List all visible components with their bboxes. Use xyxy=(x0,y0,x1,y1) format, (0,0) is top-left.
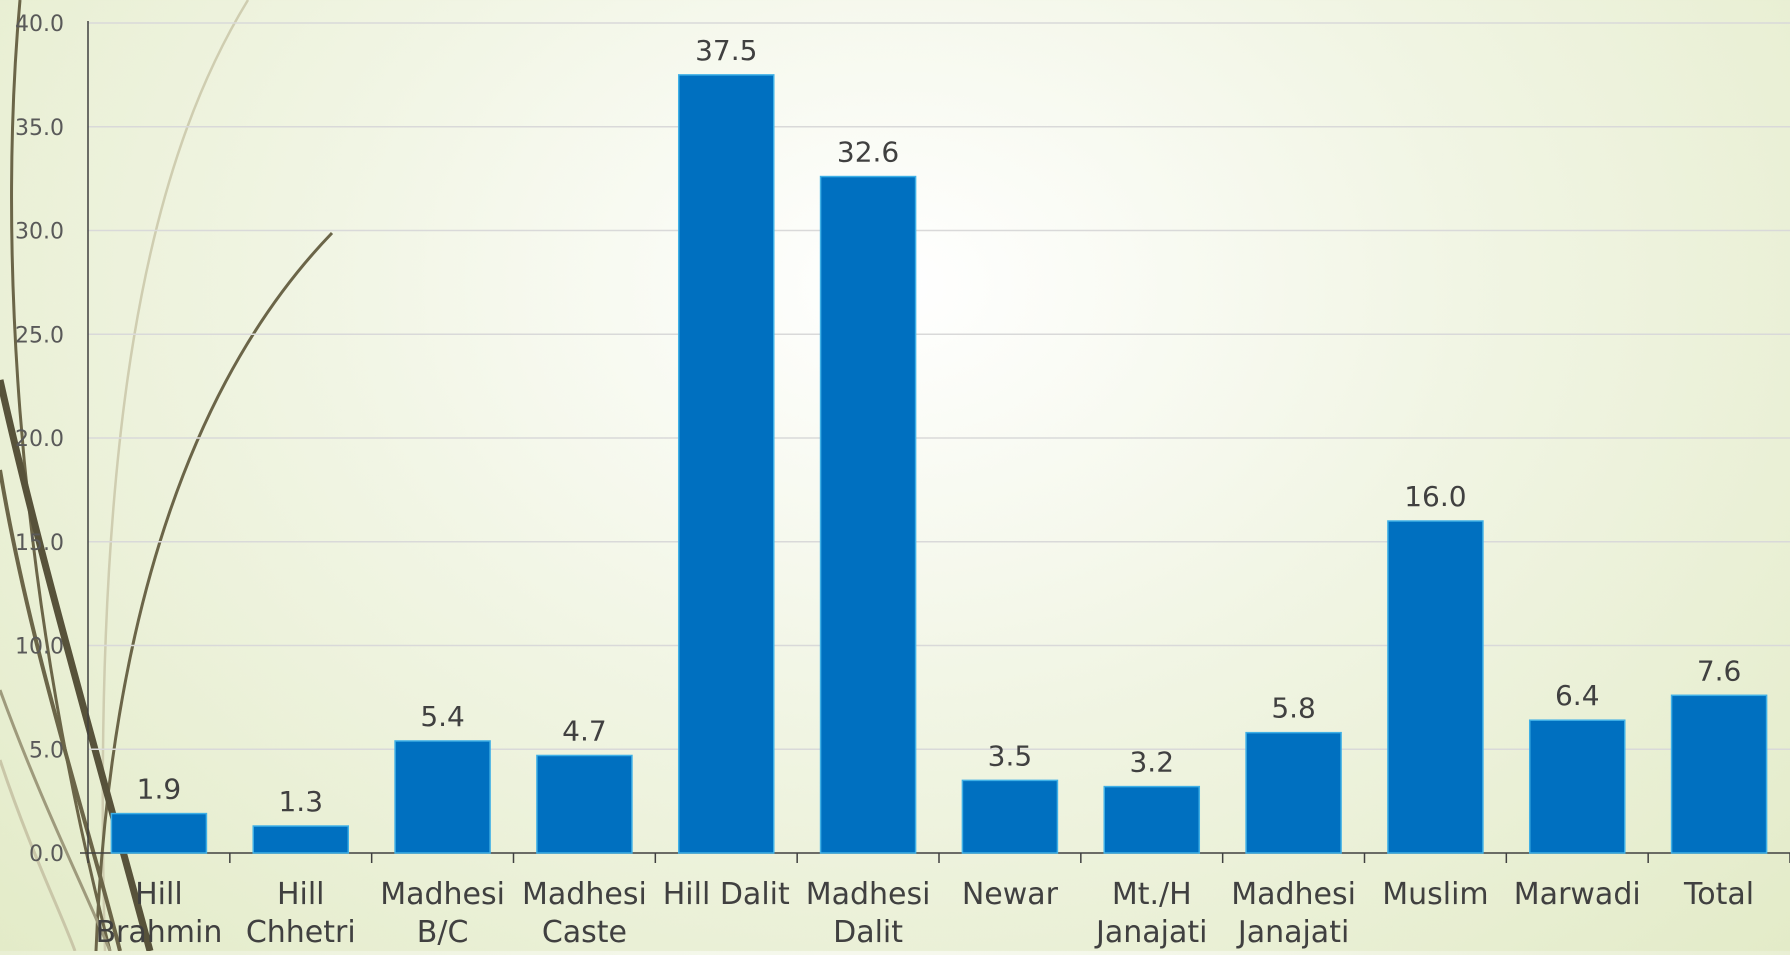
bar xyxy=(1245,731,1342,854)
category-label: Newar xyxy=(962,877,1059,912)
data-label: 5.8 xyxy=(1271,692,1316,725)
data-label: 4.7 xyxy=(562,714,607,747)
category-label: Janajati xyxy=(1236,915,1349,950)
category-label: Chhetri xyxy=(246,915,356,950)
bar xyxy=(1528,719,1626,854)
category-label: Muslim xyxy=(1382,877,1488,912)
data-label: 32.6 xyxy=(837,136,899,169)
data-label: 7.6 xyxy=(1697,654,1742,687)
category-label: B/C xyxy=(417,915,469,950)
data-label: 6.4 xyxy=(1555,679,1600,712)
category-label: Hill Dalit xyxy=(663,877,790,912)
bar xyxy=(536,754,633,854)
category-label: Mt./H xyxy=(1112,877,1192,912)
bar xyxy=(394,740,491,854)
y-tick-label: 10.0 xyxy=(15,635,64,660)
y-tick-label: 0.0 xyxy=(29,842,64,867)
bar xyxy=(677,74,775,854)
axes xyxy=(80,21,1790,863)
y-tick-label: 15.0 xyxy=(15,531,64,556)
category-label: Total xyxy=(1683,877,1754,912)
category-label: Dalit xyxy=(833,915,903,950)
decorative-curves xyxy=(0,0,334,952)
bar xyxy=(1103,785,1201,854)
data-label: 1.3 xyxy=(278,785,323,818)
category-label: Marwadi xyxy=(1514,877,1641,912)
y-tick-label: 35.0 xyxy=(15,116,64,141)
gridlines xyxy=(88,22,1790,750)
category-label: Madhesi xyxy=(522,877,647,912)
bar xyxy=(1387,520,1484,854)
bar xyxy=(110,812,208,854)
bar xyxy=(1670,694,1768,854)
data-label: 3.2 xyxy=(1129,746,1174,779)
y-tick-label: 20.0 xyxy=(15,427,64,452)
category-label: Janajati xyxy=(1094,915,1207,950)
data-label: 3.5 xyxy=(988,739,1033,772)
category-label: Caste xyxy=(542,915,627,950)
labels: 0.0 5.0 10.0 15.0 20.0 25.0 30.0 35.0 40.0 1.9 Hil… xyxy=(15,12,1754,950)
bar xyxy=(252,825,350,854)
data-label: 1.9 xyxy=(137,773,182,806)
category-label: Hill xyxy=(135,877,183,912)
y-tick-label: 5.0 xyxy=(29,738,64,763)
bar xyxy=(961,779,1059,854)
y-tick-label: 40.0 xyxy=(15,12,64,37)
bar xyxy=(819,175,917,854)
category-label: Brahmin xyxy=(95,915,222,950)
y-tick-label: 25.0 xyxy=(15,323,64,348)
data-label: 16.0 xyxy=(1404,480,1466,513)
y-tick-label: 30.0 xyxy=(15,220,64,245)
data-label: 5.4 xyxy=(420,700,465,733)
category-label: Madhesi xyxy=(806,877,931,912)
bars xyxy=(110,74,1768,854)
category-label: Hill xyxy=(277,877,325,912)
data-label: 37.5 xyxy=(695,34,757,67)
category-label: Madhesi xyxy=(380,877,505,912)
category-label: Madhesi xyxy=(1231,877,1356,912)
